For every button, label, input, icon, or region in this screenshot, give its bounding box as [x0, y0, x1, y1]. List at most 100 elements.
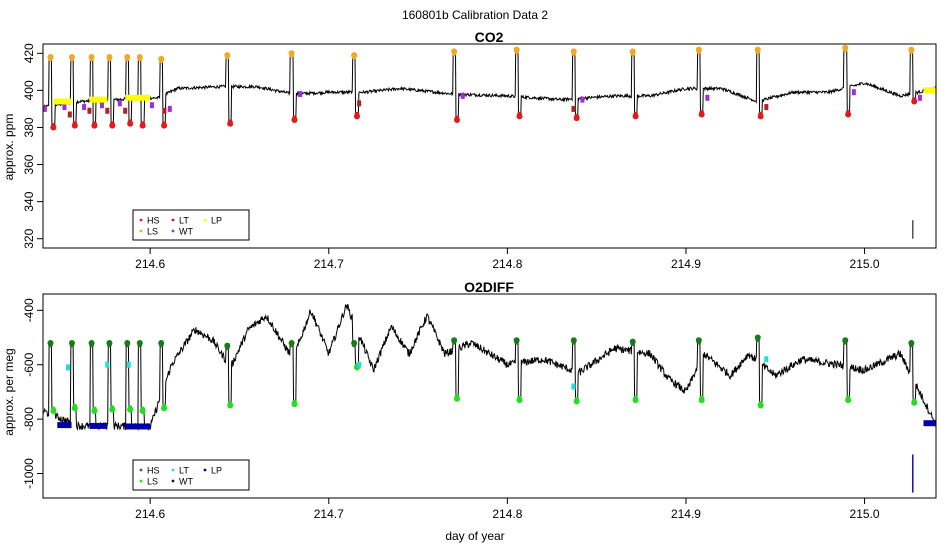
- o2diff-lp-segment: [125, 423, 151, 430]
- co2-legend-key-lt: [171, 218, 175, 222]
- co2-ls-point: [158, 58, 164, 64]
- co2-legend-key-lp: [203, 218, 207, 222]
- o2diff-ls-point: [908, 342, 914, 348]
- co2-trace-line: [42, 47, 937, 128]
- co2-ls-point: [755, 49, 761, 54]
- co2-wt-point: [851, 89, 856, 96]
- co2-wt-point: [42, 105, 47, 112]
- co2-legend-label-lt: LT: [179, 216, 189, 226]
- co2-ylabel: approx. ppm: [2, 114, 16, 181]
- co2-lp-segment: [923, 87, 936, 94]
- o2diff-legend-box: [132, 459, 250, 491]
- o2diff-hs-point: [50, 406, 56, 412]
- o2diff-lt-point: [105, 361, 110, 368]
- o2diff-legend-label-wt: WT: [179, 477, 193, 487]
- o2diff-hs-point: [845, 395, 851, 401]
- co2-ls-point: [137, 56, 143, 62]
- o2diff-ytick-label: -600: [22, 352, 36, 376]
- co2-hs-point: [758, 111, 764, 117]
- co2-xtick-label: 214.7: [314, 257, 344, 271]
- o2diff-hs-point: [633, 395, 638, 401]
- co2-hs-point: [109, 121, 115, 126]
- o2diff-legend-key-lp: [203, 468, 207, 472]
- o2diff-hs-point: [127, 405, 133, 410]
- o2diff-ylabel: approx. per meg: [2, 348, 16, 435]
- co2-y-axis: 320 340 360 380 400 420: [22, 43, 43, 249]
- o2diff-xtick-label: 214.9: [671, 507, 701, 521]
- o2diff-legend-label-ls: LS: [147, 477, 158, 487]
- o2diff-marks: [42, 303, 937, 493]
- co2-xtick-label: 214.8: [492, 257, 522, 271]
- co2-legend-label-hs: HS: [147, 216, 160, 226]
- co2-lt-point: [162, 107, 167, 114]
- co2-lp-segment: [53, 98, 72, 105]
- co2-legend-key-hs: [139, 218, 143, 222]
- co2-ls-point: [224, 54, 230, 60]
- co2-ytick-label: 400: [22, 80, 36, 100]
- co2-title: CO2: [475, 29, 504, 45]
- o2diff-lt-point: [66, 364, 71, 371]
- o2diff-legend-label-hs: HS: [147, 466, 160, 476]
- co2-hs-point: [517, 111, 522, 117]
- o2diff-xtick-label: 214.8: [492, 507, 522, 521]
- co2-ls-point: [107, 56, 112, 62]
- co2-ls-point: [630, 51, 636, 56]
- co2-ls-point: [89, 56, 94, 62]
- o2diff-ls-point: [351, 342, 357, 348]
- o2diff-ls-point: [842, 339, 848, 345]
- o2diff-ytick-label: -1000: [22, 458, 36, 489]
- o2diff-hs-point: [292, 399, 297, 405]
- co2-legend-box: [132, 209, 250, 241]
- co2-lt-point: [571, 105, 576, 112]
- o2diff-ls-point: [89, 342, 94, 348]
- o2diff-ytick-label: -400: [22, 298, 36, 322]
- o2diff-lp-segment: [89, 422, 108, 429]
- o2diff-ls-point: [69, 342, 75, 348]
- co2-ytick-label: 340: [22, 191, 36, 211]
- o2diff-legend-key-ls: [139, 479, 143, 483]
- o2diff-ls-point: [158, 342, 164, 348]
- o2diff-ls-point: [48, 342, 53, 348]
- o2diff-ls-point: [514, 339, 520, 345]
- co2-wt-point: [117, 100, 122, 107]
- co2-hs-point: [292, 115, 297, 121]
- o2diff-hs-point: [72, 403, 78, 409]
- o2diff-hs-point: [454, 394, 460, 400]
- co2-lt-point: [764, 104, 769, 111]
- o2diff-hs-point: [517, 395, 522, 401]
- o2diff-xtick-label: 214.6: [135, 507, 165, 521]
- co2-wt-point: [82, 104, 87, 111]
- o2diff-lp-segment: [923, 420, 936, 427]
- o2diff-hs-point: [109, 405, 115, 410]
- co2-wt-point: [705, 94, 710, 101]
- co2-ls-point: [69, 56, 75, 62]
- co2-legend-key-ls: [139, 229, 143, 233]
- o2diff-hs-point: [140, 406, 146, 412]
- o2diff-trace-line: [42, 303, 937, 431]
- figure-suptitle: 160801b Calibration Data 2: [402, 8, 548, 22]
- o2diff-ls-point: [571, 339, 577, 345]
- o2diff-x-axis: 214.6 214.7 214.8 214.9 215.0: [135, 498, 880, 521]
- co2-hs-point: [140, 121, 146, 126]
- co2-legend-label-lp: LP: [211, 216, 222, 226]
- co2-ytick-label: 360: [22, 154, 36, 174]
- o2diff-lt-point: [126, 361, 131, 368]
- co2-legend-label-ls: LS: [147, 227, 158, 237]
- o2diff-legend-key-wt: [171, 479, 175, 483]
- co2-wt-point: [298, 91, 303, 98]
- co2-ls-point: [908, 49, 914, 54]
- co2-xtick-label: 214.6: [135, 257, 165, 271]
- co2-legend-label-wt: WT: [179, 227, 193, 237]
- co2-ytick-label: 420: [22, 43, 36, 63]
- co2-ls-point: [696, 49, 702, 54]
- co2-hs-point: [50, 123, 56, 128]
- co2-panel: CO2 approx. ppm 214.6 214.7 214.8 214.9 215.…: [2, 29, 937, 271]
- co2-wt-point: [460, 92, 465, 99]
- o2diff-ls-point: [289, 342, 295, 348]
- co2-hs-point: [92, 121, 97, 126]
- co2-xtick-label: 214.9: [671, 257, 701, 271]
- co2-ls-point: [514, 49, 520, 54]
- co2-lt-point: [105, 107, 110, 114]
- o2diff-legend: HS LT LP LS WT: [132, 459, 250, 491]
